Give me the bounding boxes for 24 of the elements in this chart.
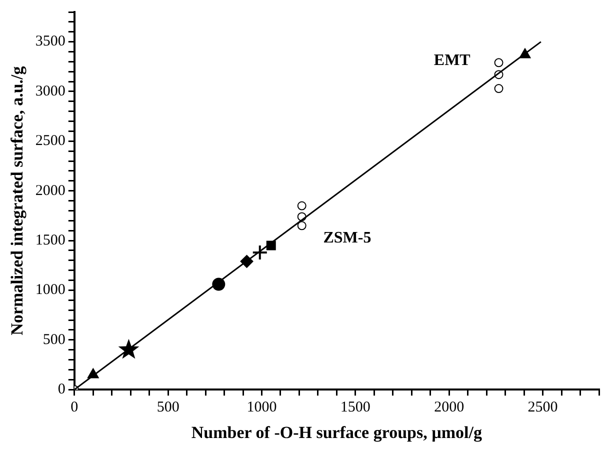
y-tick-label: 2500: [35, 133, 66, 150]
y-tick-label: 2000: [35, 182, 66, 199]
y-tick-label: 1000: [35, 282, 66, 298]
point: [494, 84, 504, 94]
point: [118, 338, 140, 359]
x-tick-label: 2000: [434, 400, 464, 416]
annotation: EMT: [434, 52, 471, 70]
y-axis-title: Normalized integrated surface, a.u./g: [8, 66, 27, 336]
x-tick-label: 2500: [528, 400, 558, 416]
x-tick-label: 1000: [246, 400, 277, 416]
y-tick-label: 3500: [35, 34, 66, 50]
x-tick-label: 0: [70, 400, 78, 416]
x-axis-title: Number of -O-H surface groups, µmol/g: [191, 423, 482, 442]
x-tick-label: 1500: [340, 400, 370, 416]
point: [297, 221, 306, 230]
y-tick-label: 0: [58, 382, 66, 398]
x-tick-label: 500: [156, 400, 180, 416]
annotation: ZSM-5: [323, 230, 372, 247]
y-tick-label: 3000: [35, 83, 66, 100]
point: [494, 58, 504, 68]
point: [252, 244, 268, 260]
y-tick-label: 1500: [35, 232, 66, 248]
y-tick-label: 500: [42, 332, 66, 348]
point: [297, 201, 306, 210]
